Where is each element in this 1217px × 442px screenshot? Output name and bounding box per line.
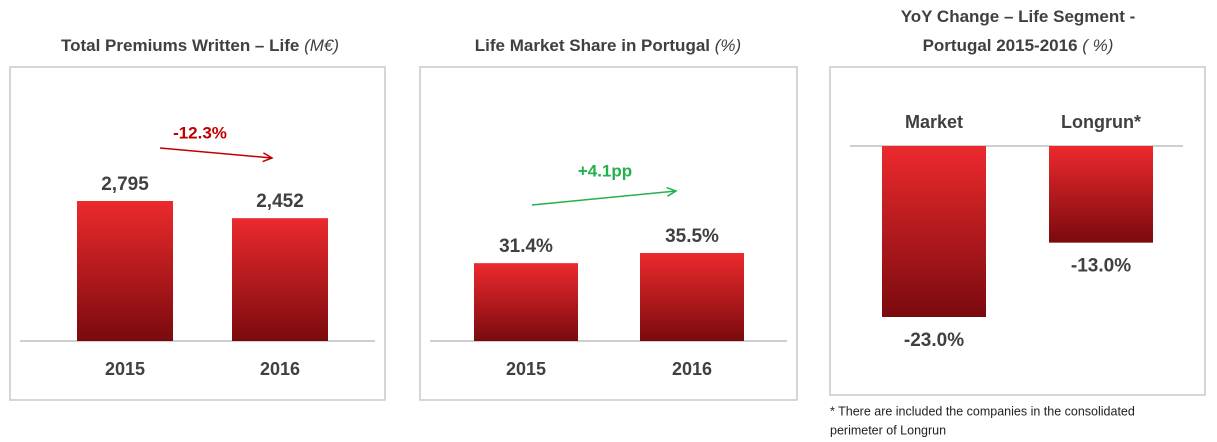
title-unit: ( %) (1082, 36, 1113, 55)
panel (829, 66, 1206, 396)
trend-arrow (159, 147, 273, 159)
annotation: -12.3% (173, 123, 227, 142)
arrow-head (262, 152, 274, 163)
value-label: 35.5% (665, 226, 719, 247)
value-label: 2,795 (101, 174, 149, 195)
title-unit: (M€) (304, 36, 339, 55)
chart-title: Total Premiums Written – Life (M€) (61, 36, 339, 55)
title-text: Portugal 2015-2016 (923, 36, 1078, 55)
category-label: Market (905, 112, 963, 132)
value-label: -13.0% (1071, 256, 1131, 277)
value-label: 31.4% (499, 236, 553, 257)
chart-title: Portugal 2015-2016 ( %) (923, 36, 1114, 55)
arrow-head (666, 186, 678, 197)
value-label: -23.0% (904, 330, 964, 351)
bar (640, 253, 744, 341)
title-text: YoY Change – Life Segment - (901, 7, 1136, 26)
value-label: 2,452 (256, 191, 304, 212)
panel (9, 66, 386, 401)
category-label: 2015 (105, 359, 145, 379)
footnote: perimeter of Longrun (830, 423, 946, 437)
chart-title: YoY Change – Life Segment - (901, 7, 1136, 26)
panel (419, 66, 798, 401)
category-label: 2016 (260, 359, 300, 379)
chart-title: Life Market Share in Portugal (%) (475, 36, 741, 55)
annotation: +4.1pp (578, 161, 632, 180)
footnote: * There are included the companies in th… (830, 404, 1135, 418)
title-unit: (%) (715, 36, 741, 55)
trend-arrow (531, 190, 677, 206)
category-label: 2016 (672, 359, 712, 379)
category-label: Longrun* (1061, 112, 1141, 132)
bar (77, 201, 173, 341)
category-label: 2015 (506, 359, 546, 379)
bar (232, 218, 328, 341)
title-text: Total Premiums Written – Life (61, 36, 299, 55)
bar (1049, 146, 1153, 243)
title-text: Life Market Share in Portugal (475, 36, 710, 55)
bar (474, 263, 578, 341)
bar (882, 146, 986, 317)
